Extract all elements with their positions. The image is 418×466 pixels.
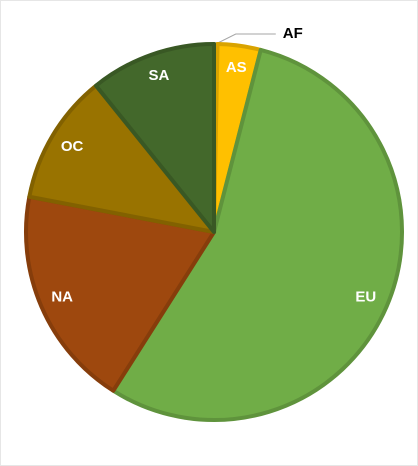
slice-border <box>93 42 216 234</box>
slice-border <box>27 83 216 234</box>
slice-label: AS <box>226 59 247 76</box>
pie-slice <box>93 42 216 234</box>
slice-label: AF <box>283 25 303 42</box>
slice-label: EU <box>355 289 376 306</box>
pie-slice <box>27 83 216 234</box>
pie-slice <box>24 194 216 393</box>
slice-border <box>111 47 404 422</box>
leader-line <box>215 33 276 45</box>
slice-label: SA <box>149 67 170 84</box>
slice-label: NA <box>51 289 73 306</box>
slice-border <box>24 194 216 393</box>
pie-slice <box>111 47 404 422</box>
slice-label: OC <box>61 138 84 155</box>
